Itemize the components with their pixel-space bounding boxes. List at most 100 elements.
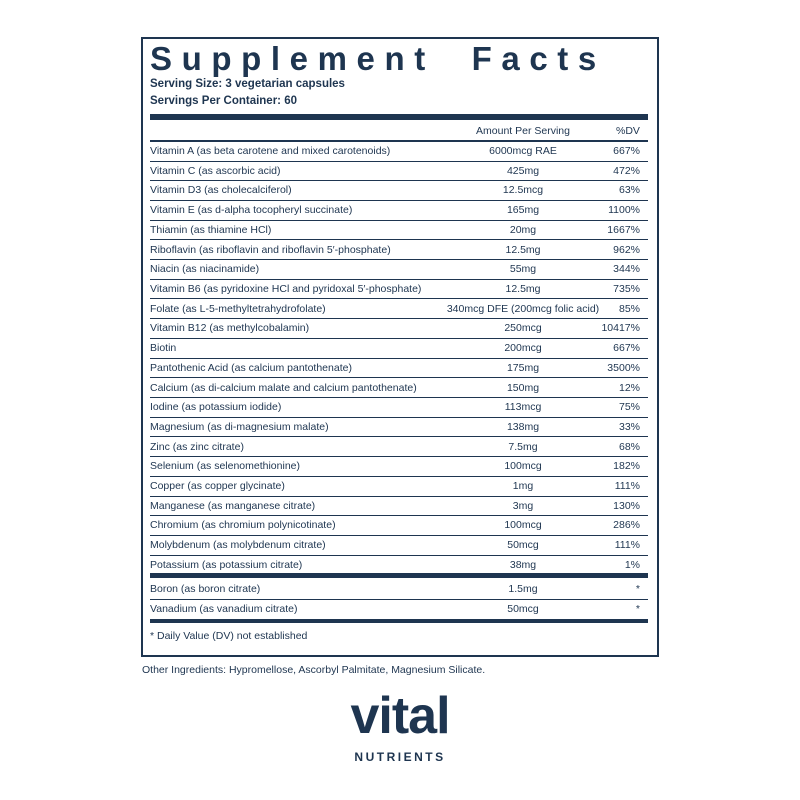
nutrient-name: Vitamin A (as beta carotene and mixed ca… <box>150 145 391 157</box>
brand-tagline: NUTRIENTS <box>354 750 446 764</box>
row-divider <box>150 160 648 162</box>
amount: 12.5mcg <box>502 184 544 197</box>
row-divider <box>150 239 648 241</box>
divider <box>150 114 648 120</box>
nutrient-name: Iodine (as potassium iodide) <box>150 401 282 414</box>
nutrient-name: Thiamin (as thiamine HCl) <box>150 223 272 236</box>
daily-value: 12% <box>618 381 640 394</box>
footnote: * Daily Value (DV) not established <box>150 630 308 642</box>
amount: 175mg <box>506 361 540 374</box>
nutrient-name: Boron (as boron citrate) <box>150 583 261 595</box>
nutrient-name: Riboflavin (as riboflavin and riboflavin… <box>150 243 391 256</box>
daily-value: 10417% <box>601 322 640 335</box>
daily-value: 75% <box>618 401 640 414</box>
amount: 165mg <box>506 204 540 217</box>
nutrient-name: Chromium (as chromium polynicotinate) <box>150 519 336 532</box>
amount: 12.5mg <box>505 282 541 295</box>
row-divider <box>150 199 648 201</box>
amount: 50mcg <box>507 539 539 552</box>
nutrient-name: Vanadium (as vanadium citrate) <box>150 603 298 615</box>
daily-value: 68% <box>618 440 640 453</box>
nutrient-name: Magnesium (as di-magnesium malate) <box>150 420 329 433</box>
row-divider <box>150 337 648 339</box>
amount: 1.5mg <box>508 583 538 595</box>
nutrient-name: Copper (as copper glycinate) <box>150 480 285 493</box>
daily-value: 111% <box>614 480 640 493</box>
row-divider <box>150 495 648 497</box>
amount: 7.5mg <box>508 440 538 453</box>
daily-value: 344% <box>613 263 640 276</box>
nutrient-name: Molybdenum (as molybdenum citrate) <box>150 539 326 552</box>
daily-value: 735% <box>613 282 640 295</box>
amount: 138mg <box>506 420 540 433</box>
amount: 113mcg <box>504 401 542 414</box>
divider <box>150 140 648 142</box>
amount: 20mg <box>509 223 537 236</box>
nutrient-name: Folate (as L-5-methyltetrahydrofolate) <box>150 302 326 315</box>
divider <box>150 573 648 578</box>
daily-value: 182% <box>613 460 640 473</box>
row-divider <box>150 416 648 418</box>
daily-value: 667% <box>613 145 640 157</box>
daily-value: 85% <box>618 302 640 315</box>
nutrient-name: Potassium (as potassium citrate) <box>150 558 303 571</box>
daily-value: 1100% <box>608 204 640 217</box>
amount: 425mg <box>506 164 540 177</box>
serving-size: Serving Size: 3 vegetarian capsules <box>150 78 345 90</box>
row-divider <box>150 554 648 556</box>
nutrient-name: Calcium (as di-calcium malate and calciu… <box>150 381 417 394</box>
row-divider <box>150 318 648 320</box>
daily-value: * <box>635 603 640 615</box>
brand-name: vital <box>350 687 450 745</box>
nutrient-name: Selenium (as selenomethionine) <box>150 460 300 473</box>
row-divider <box>150 278 648 280</box>
daily-value: 667% <box>613 342 640 355</box>
row-divider <box>150 219 648 221</box>
nutrient-name: Zinc (as zinc citrate) <box>150 440 244 453</box>
nutrient-name: Niacin (as niacinamide) <box>150 263 260 276</box>
other-ingredients: Other Ingredients: Hypromellose, Ascorby… <box>142 664 486 676</box>
nutrient-name: Biotin <box>150 342 177 355</box>
nutrient-name: Vitamin C (as ascorbic acid) <box>150 164 281 177</box>
row-divider <box>150 180 648 182</box>
amount: 55mg <box>509 263 537 276</box>
dv-header: %DV <box>616 125 640 137</box>
amount: 250mcg <box>504 322 542 335</box>
row-divider <box>150 357 648 359</box>
daily-value: 472% <box>613 164 640 177</box>
daily-value: * <box>635 583 640 595</box>
amount-header: Amount Per Serving <box>476 125 570 137</box>
servings-per-container: Servings Per Container: 60 <box>150 95 297 107</box>
divider <box>150 619 648 623</box>
daily-value: 962% <box>613 243 640 256</box>
row-divider <box>150 377 648 379</box>
daily-value: 111% <box>614 539 640 552</box>
daily-value: 286% <box>613 519 640 532</box>
amount: 50mcg <box>507 603 539 615</box>
daily-value: 33% <box>618 420 640 433</box>
amount: 3mg <box>512 499 534 512</box>
facts-panel <box>141 37 659 657</box>
row-divider <box>150 298 648 300</box>
amount: 100mcg <box>504 460 542 473</box>
daily-value: 63% <box>618 184 640 197</box>
row-divider <box>150 534 648 536</box>
nutrient-name: Vitamin D3 (as cholecalciferol) <box>150 184 292 197</box>
daily-value: 3500% <box>607 361 640 374</box>
title: Supplement Facts <box>150 40 606 77</box>
row-divider <box>150 259 648 261</box>
amount: 1mg <box>512 480 534 493</box>
nutrient-name: Pantothenic Acid (as calcium pantothenat… <box>150 361 352 374</box>
daily-value: 130% <box>613 499 640 512</box>
amount: 340mcg DFE (200mcg folic acid) <box>446 302 600 315</box>
nutrient-name: Vitamin B6 (as pyridoxine HCl and pyrido… <box>150 282 422 295</box>
nutrient-name: Manganese (as manganese citrate) <box>150 499 316 512</box>
amount: 200mcg <box>504 342 542 355</box>
amount: 6000mcg RAE <box>489 145 557 157</box>
amount: 100mcg <box>504 519 542 532</box>
nutrient-name: Vitamin E (as d-alpha tocopheryl succina… <box>150 204 353 217</box>
amount: 38mg <box>509 558 537 571</box>
daily-value: 1% <box>624 558 640 571</box>
row-divider <box>150 475 648 477</box>
